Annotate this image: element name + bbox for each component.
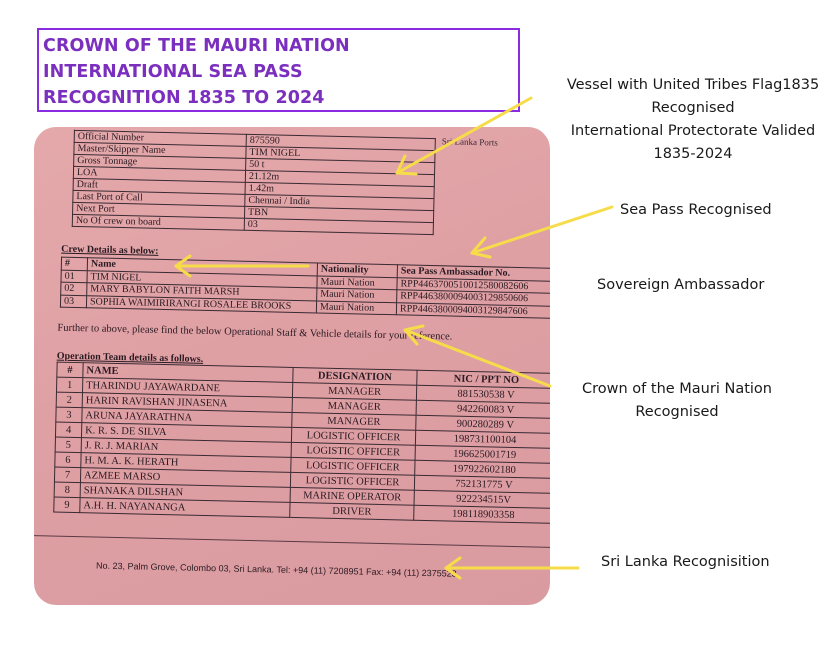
document-page: Sri Lanka Ports Official Number 875590 Mas… [34, 127, 550, 605]
title-line-1: CROWN OF THE MAURI NATION [43, 36, 350, 56]
crew-header-num: # [61, 257, 88, 271]
further-text: Further to above, please find the below … [57, 322, 453, 343]
annotation-vessel-line-1: Vessel with United Tribes Flag1835 [566, 77, 820, 93]
ops-num: 7 [54, 467, 81, 483]
ops-header-num: # [56, 362, 84, 378]
vessel-label: No Of crew on board [72, 214, 245, 231]
ops-num: 2 [56, 392, 83, 408]
operation-team-table: # NAME DESIGNATION NIC / PPT NO 1 THARIND… [53, 362, 550, 524]
annotation-vessel-line-2: Recognised [651, 100, 735, 116]
ops-num: 1 [56, 377, 83, 393]
annotation-crown: Crown of the Mauri Nation Recognised [568, 378, 786, 424]
ops-num: 8 [54, 482, 81, 498]
header-fragment: Sri Lanka Ports [441, 136, 498, 148]
title-line-3: RECOGNITION 1835 TO 2024 [43, 88, 325, 108]
ops-nic: 198118903358 [413, 505, 550, 524]
crew-num: 03 [60, 294, 87, 308]
annotation-sea-pass: Sea Pass Recognised [620, 202, 772, 218]
document-photo: Sri Lanka Ports Official Number 875590 Mas… [34, 127, 550, 605]
crew-table: # Name Nationality Sea Pass Ambassador N… [60, 257, 550, 320]
vessel-details-table: Official Number 875590 Master/Skipper Name… [72, 130, 436, 235]
crew-num: 02 [60, 282, 87, 296]
title-box: CROWN OF THE MAURI NATION INTERNATIONAL … [37, 28, 520, 112]
ops-num: 6 [54, 452, 82, 468]
crew-heading: Crew Details as below: [61, 243, 159, 257]
crew-num: 01 [60, 269, 88, 283]
title-line-2: INTERNATIONAL SEA PASS [43, 62, 303, 82]
ops-designation: DRIVER [289, 502, 415, 521]
crew-pass-number: RPP4463800094003129847606 [396, 302, 550, 319]
footer-address: No. 23, Palm Grove, Colombo 03, Sri Lank… [95, 560, 457, 579]
annotation-crown-line-2: Recognised [635, 404, 719, 420]
ops-num: 3 [55, 407, 83, 423]
footer-divider [34, 534, 550, 549]
ops-num: 4 [55, 422, 82, 438]
annotation-crown-line-1: Crown of the Mauri Nation [582, 381, 772, 397]
annotation-vessel-line-4: 1835-2024 [653, 146, 733, 162]
crew-nationality: Mauri Nation [316, 300, 397, 315]
annotation-ambassador: Sovereign Ambassador [597, 277, 765, 293]
annotation-sri-lanka: Sri Lanka Recognisition [601, 554, 770, 570]
ops-num: 9 [53, 497, 81, 513]
annotation-vessel-line-3: International Protectorate Valided [570, 123, 816, 139]
annotation-vessel: Vessel with United Tribes Flag1835 Recog… [557, 74, 829, 166]
ops-num: 5 [55, 437, 82, 453]
